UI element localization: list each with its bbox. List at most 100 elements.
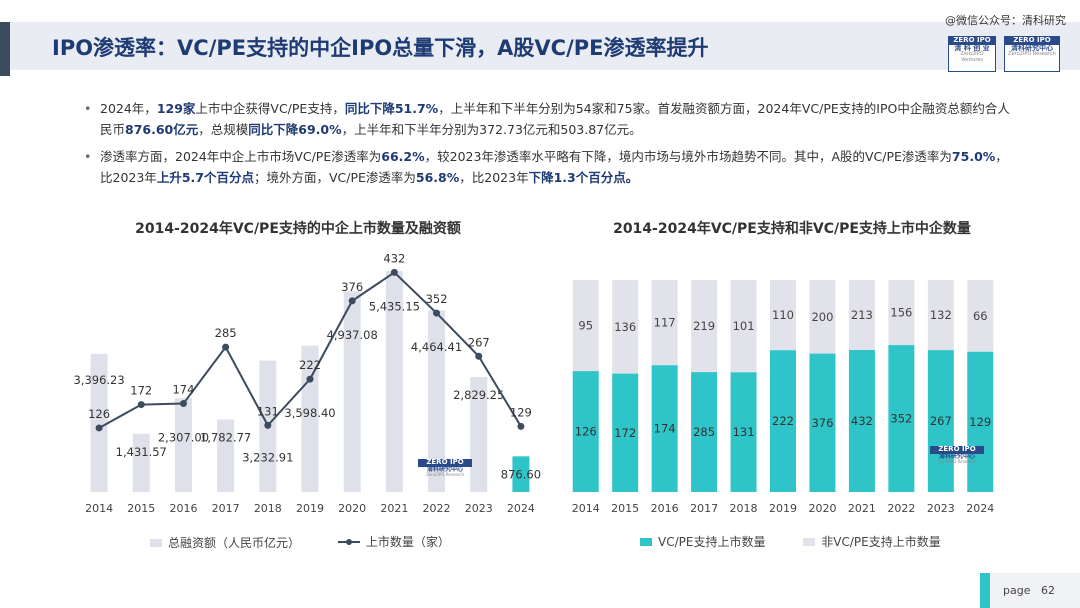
bar-value-label: 3,396.23 — [73, 373, 124, 387]
bar-value-label: 1,782.77 — [200, 431, 251, 445]
legend-label: 上市数量（家） — [365, 535, 450, 549]
chart2-title: 2014-2024年VC/PE支持和非VC/PE支持上市中企数量 — [613, 221, 971, 237]
chart2-watermark-logo: ZERO IPO 清科研究中心 Zero2IPO Research — [930, 445, 984, 472]
chart1-combo-chart: 2014 3,396.23 2015 1,431.57 2016 2,307.00 2017… — [73, 251, 541, 515]
non-vcpe-value-label: 136 — [614, 320, 636, 334]
bar-non-vcpe-2023 — [927, 280, 954, 351]
page-footer — [980, 573, 1080, 608]
x-tick-label: 2021 — [848, 502, 876, 515]
bar-non-vcpe-2017 — [691, 280, 718, 373]
x-tick-label: 2021 — [380, 502, 408, 515]
vcpe-value-label: 352 — [890, 412, 912, 426]
x-tick-label: 2022 — [423, 502, 451, 515]
x-tick-label: 2014 — [572, 502, 600, 515]
logo-name: 清 科 创 业 — [954, 43, 990, 52]
legend-label: 总融资额（人民币亿元） — [168, 536, 301, 550]
chart1-legend: 总融资额（人民币亿元） 上市数量（家） — [150, 533, 484, 551]
vcpe-value-label: 376 — [811, 416, 833, 430]
bullet-text: ，比2023年 — [459, 170, 529, 185]
page-footer-accent — [980, 573, 990, 608]
bar-vcpe-2018 — [730, 372, 757, 492]
zero2ipo-ventures-logo: ZERO IPO 清 科 创 业 Zero2IPO Ventures — [948, 36, 996, 72]
x-tick-label: 2018 — [730, 502, 758, 515]
bullet-highlight: 129家 — [156, 101, 196, 116]
line-value-label: 172 — [130, 384, 152, 398]
x-tick-label: 2019 — [769, 502, 797, 515]
bar-value-label: 3,598.40 — [284, 406, 335, 420]
bar-vcpe-2024 — [967, 351, 994, 492]
legend-item-line: 上市数量（家） — [337, 533, 450, 550]
line-value-label: 174 — [172, 383, 194, 397]
line-value-label: 222 — [299, 358, 321, 372]
bar-2017 — [217, 419, 235, 492]
bar-2021 — [385, 270, 403, 492]
non-vcpe-value-label: 101 — [733, 319, 755, 333]
bar-vcpe-2023 — [927, 350, 954, 492]
line-value-label: 285 — [215, 326, 237, 340]
line-point — [179, 400, 187, 408]
legend-item-bar: 总融资额（人民币亿元） — [150, 534, 300, 551]
chart1-watermark-logo: ZERO IPO 清科研究中心 Zero2IPO Research — [418, 458, 472, 485]
bar-value-label: 2,307.00 — [158, 431, 209, 445]
bar-value-label: 876.60 — [501, 467, 541, 481]
logo-brand: ZERO IPO — [418, 458, 472, 467]
vcpe-value-label: 174 — [654, 422, 676, 436]
x-tick-label: 2014 — [85, 502, 113, 515]
line-point — [348, 297, 356, 305]
x-tick-label: 2022 — [887, 502, 915, 515]
page-label: page — [1003, 584, 1031, 597]
vcpe-value-label: 285 — [693, 425, 715, 439]
line-value-label: 352 — [426, 292, 448, 306]
bar-non-vcpe-2022 — [888, 280, 915, 346]
bar-vcpe-2021 — [848, 350, 875, 492]
watermark: @微信公众号：清科研究 — [945, 14, 1066, 27]
bullet-text: ；境外方面，VC/PE渗透率为 — [253, 170, 416, 185]
line-point — [95, 424, 103, 432]
bar-non-vcpe-2020 — [809, 280, 836, 354]
legend-swatch-non-vcpe — [803, 537, 816, 546]
summary-bullets: 2024年，129家上市中企获得VC/PE支持，同比下降51.7%，上半年和下半… — [84, 98, 1014, 194]
bar-non-vcpe-2019 — [770, 280, 796, 351]
non-vcpe-value-label: 117 — [654, 316, 676, 330]
bar-2014 — [90, 353, 108, 492]
chart1-title: 2014-2024年VC/PE支持的中企上市数量及融资额 — [135, 221, 461, 237]
bullet-text: 2024年， — [100, 101, 157, 116]
non-vcpe-value-label: 200 — [811, 310, 833, 324]
non-vcpe-value-label: 132 — [930, 308, 952, 322]
bar-non-vcpe-2024 — [967, 280, 994, 352]
non-vcpe-value-label: 66 — [973, 309, 988, 323]
vcpe-value-label: 126 — [575, 425, 597, 439]
x-tick-label: 2016 — [651, 502, 679, 515]
logo-brand: ZERO IPO — [1005, 36, 1059, 45]
line-value-label: 131 — [257, 404, 279, 418]
bullet-text: 渗透率方面，2024年中企上市市场VC/PE渗透率为 — [100, 149, 382, 164]
x-tick-label: 2023 — [465, 502, 493, 515]
vcpe-value-label: 172 — [614, 426, 636, 440]
vcpe-value-label: 129 — [969, 415, 991, 429]
bar-value-label: 4,464.41 — [411, 340, 462, 354]
logo-name: 清科研究中心 — [426, 465, 463, 473]
vcpe-value-label: 432 — [851, 414, 873, 428]
bullet-highlight: 同比下降51.7% — [344, 101, 439, 116]
bar-vcpe-2016 — [651, 365, 678, 492]
non-vcpe-value-label: 95 — [578, 319, 593, 333]
legend-item-non-vcpe: 非VC/PE支持上市数量 — [803, 533, 941, 550]
chart2-stacked-bar-chart: 95 126 2014 136 172 2015 117 174 2016 219 285 2017 1… — [572, 280, 994, 515]
logo-brand: ZERO IPO — [930, 445, 984, 454]
bar-value-label: 1,431.57 — [116, 445, 167, 459]
bullet-highlight: 下降1.3个百分点。 — [528, 170, 639, 185]
bullet-text: ，总规模 — [198, 122, 249, 137]
logo-sub: Zero2IPO Research — [425, 472, 465, 478]
title-band — [0, 22, 1080, 70]
x-tick-label: 2020 — [808, 502, 836, 515]
x-tick-label: 2017 — [212, 502, 240, 515]
legend-label: 非VC/PE支持上市数量 — [821, 535, 941, 549]
x-tick-label: 2015 — [127, 502, 155, 515]
line-value-label: 129 — [510, 405, 532, 419]
vcpe-value-label: 131 — [733, 425, 755, 439]
bar-non-vcpe-2015 — [612, 280, 639, 374]
line-point — [390, 268, 398, 276]
bar-2016 — [174, 398, 192, 492]
line-point — [306, 375, 314, 383]
legend-swatch-bar — [150, 538, 162, 547]
